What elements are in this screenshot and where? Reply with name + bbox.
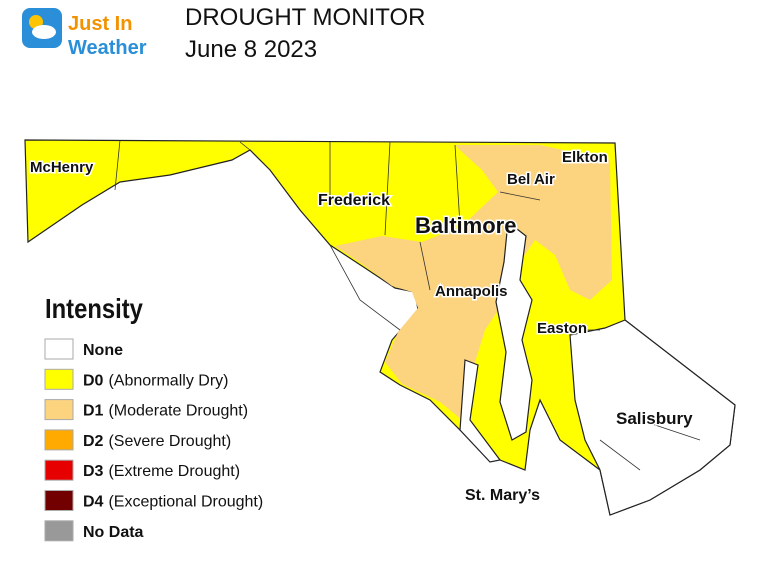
legend-code: D3 [83, 463, 104, 480]
city-label: Elkton [562, 149, 608, 166]
legend-code: D4 [83, 494, 104, 511]
logo-sun [29, 15, 43, 29]
legend-code: D1 [83, 403, 104, 420]
city-label: Annapolis [435, 283, 508, 300]
legend-swatch [44, 520, 74, 542]
legend-text: None [83, 342, 123, 359]
city-label: St. Mary’s [465, 487, 540, 504]
city-label: Salisbury [616, 409, 693, 428]
logo-line1: Just In [68, 13, 132, 35]
legend-description: (Abnormally Dry) [108, 372, 228, 389]
d1-area [335, 145, 612, 420]
legend-text: No Data [83, 524, 144, 541]
legend-label: No Data [83, 524, 144, 541]
legend-label: D1 (Moderate Drought) [83, 403, 248, 420]
title: DROUGHT MONITOR [185, 4, 425, 31]
legend-description: (Exceptional Drought) [108, 494, 263, 511]
potomac-river [459, 359, 502, 463]
city-label: Easton [537, 320, 587, 337]
city-label: Bel Air [507, 171, 555, 188]
legend-code: D2 [83, 433, 104, 450]
logo: Just In Weather [22, 8, 147, 59]
legend-swatch [44, 368, 74, 390]
legend-swatch [44, 459, 74, 481]
logo-cloud [32, 25, 56, 39]
legend-description: (Extreme Drought) [108, 463, 240, 480]
eastern-shore-none [569, 319, 736, 516]
city-label: Baltimore [415, 213, 516, 238]
legend-swatch [44, 399, 74, 421]
legend-label: None [83, 342, 123, 359]
chesapeake-bay [495, 220, 533, 441]
city-label: McHenry [30, 159, 94, 176]
legend-label: D0 (Abnormally Dry) [83, 372, 228, 389]
legend-swatch [44, 490, 74, 511]
date: June 8 2023 [185, 36, 317, 63]
legend-description: (Moderate Drought) [108, 403, 248, 420]
legend-label: D3 (Extreme Drought) [83, 463, 240, 480]
city-labels: McHenry Frederick Bel Air Elkton Baltimore An… [29, 148, 695, 506]
legend-description: (Severe Drought) [108, 433, 231, 450]
legend-swatch [44, 338, 74, 360]
legend-label: D2 (Severe Drought) [83, 433, 231, 450]
city-label: Frederick [318, 192, 390, 209]
logo-line2: Weather [68, 37, 147, 59]
legend-swatch [44, 429, 74, 451]
legend-label: D4 (Exceptional Drought) [83, 494, 263, 511]
map [24, 139, 736, 516]
county-lines [114, 139, 701, 471]
legend-title: Intensity [45, 292, 143, 324]
legend-code: D0 [83, 372, 104, 389]
